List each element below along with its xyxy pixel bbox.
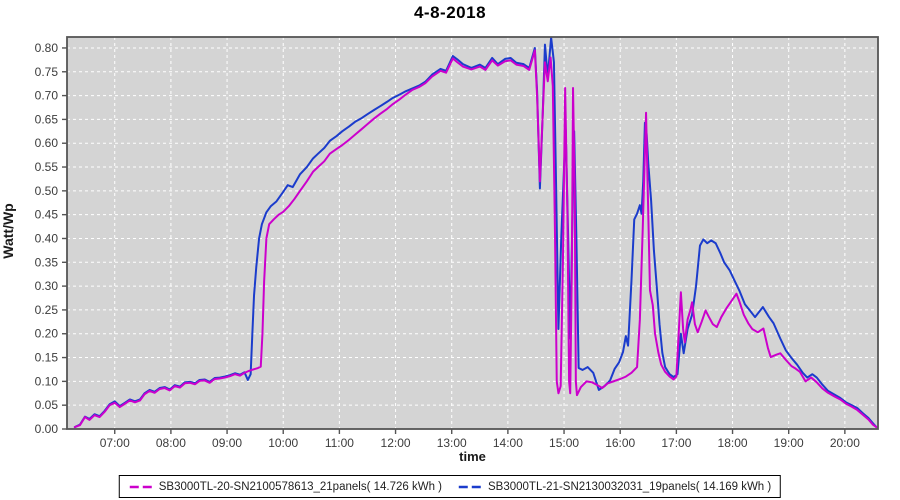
chart-title: 4-8-2018: [413, 3, 487, 22]
svg-text:07:00: 07:00: [100, 436, 130, 450]
svg-text:08:00: 08:00: [156, 436, 186, 450]
plot-background: [67, 37, 878, 429]
legend-label-inverter-20: SB3000TL-20-SN2100578613_21panels( 14.72…: [158, 480, 442, 493]
plot-area: 07:00 08:00 09:00 10:00 11:00 12:00 13:00 14:00…: [35, 36, 879, 450]
svg-text:15:00: 15:00: [549, 436, 579, 450]
x-tick-labels: 07:00 08:00 09:00 10:00 11:00 12:00 13:00 14:00…: [100, 436, 860, 450]
svg-text:17:00: 17:00: [661, 436, 691, 450]
svg-text:09:00: 09:00: [212, 436, 242, 450]
legend-swatch-blue-icon: [459, 485, 483, 488]
y-tick-labels: 0.00 0.05 0.10 0.15 0.20 0.25 0.30 0.35 0.40 0.45…: [35, 41, 59, 436]
svg-text:0.60: 0.60: [35, 136, 59, 150]
svg-text:16:00: 16:00: [605, 436, 635, 450]
svg-text:0.00: 0.00: [35, 422, 59, 436]
svg-text:14:00: 14:00: [493, 436, 523, 450]
legend-swatch-magenta-icon: [129, 485, 154, 488]
svg-text:0.30: 0.30: [35, 279, 59, 293]
legend: SB3000TL-20-SN2100578613_21panels( 14.72…: [118, 475, 782, 498]
svg-text:0.15: 0.15: [35, 351, 59, 365]
svg-text:0.25: 0.25: [35, 303, 59, 317]
svg-text:0.75: 0.75: [35, 65, 59, 79]
svg-text:0.70: 0.70: [35, 89, 59, 103]
svg-text:10:00: 10:00: [268, 436, 298, 450]
legend-item-inverter-21: SB3000TL-21-SN2130032031_19panels( 14.16…: [458, 481, 771, 493]
svg-text:0.80: 0.80: [35, 41, 59, 55]
series-line: [73, 49, 878, 429]
svg-text:0.35: 0.35: [35, 255, 59, 269]
svg-text:18:00: 18:00: [718, 436, 748, 450]
svg-text:0.20: 0.20: [35, 327, 59, 341]
svg-text:0.05: 0.05: [35, 398, 59, 412]
svg-text:13:00: 13:00: [437, 436, 467, 450]
legend-label-inverter-21: SB3000TL-21-SN2130032031_19panels( 14.16…: [488, 480, 772, 493]
svg-text:19:00: 19:00: [774, 436, 804, 450]
plot-border: [66, 36, 879, 430]
svg-text:0.45: 0.45: [35, 208, 59, 222]
svg-text:11:00: 11:00: [325, 436, 354, 450]
svg-text:0.40: 0.40: [35, 231, 59, 245]
svg-text:20:00: 20:00: [830, 436, 860, 450]
x-axis-title: time: [459, 449, 486, 464]
svg-text:0.50: 0.50: [35, 184, 59, 198]
svg-text:0.55: 0.55: [35, 160, 59, 174]
svg-text:12:00: 12:00: [381, 436, 411, 450]
svg-text:0.10: 0.10: [35, 374, 59, 388]
svg-text:0.65: 0.65: [35, 112, 59, 126]
legend-item-inverter-20: SB3000TL-20-SN2100578613_21panels( 14.72…: [129, 481, 442, 493]
